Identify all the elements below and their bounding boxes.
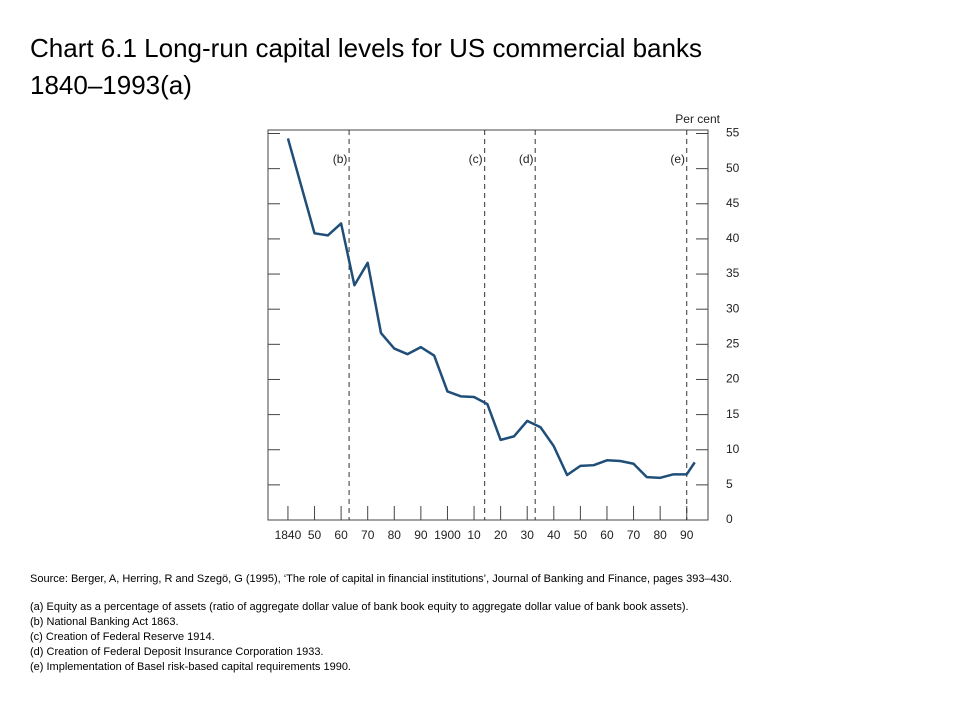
x-tick-label: 60 [334,528,348,542]
event-label: (d) [519,152,534,166]
notes: Source: Berger, A, Herring, R and Szegö,… [30,572,830,675]
chart-title: Chart 6.1 Long-run capital levels for US… [30,33,702,63]
y-tick-label: 20 [726,372,740,386]
y-tick-label: 30 [726,301,740,315]
x-tick-label: 80 [653,528,667,542]
note: Source: Berger, A, Herring, R and Szegö,… [30,573,732,585]
event-label: (b) [333,152,348,166]
x-tick-label: 90 [414,528,428,542]
x-tick-label: 90 [680,528,694,542]
y-tick-label: 45 [726,196,740,210]
y-tick-label: 40 [726,231,740,245]
x-tick-label: 30 [521,528,535,542]
x-tick-label: 50 [308,528,322,542]
y-tick-label: 15 [726,407,740,421]
x-tick-label: 60 [600,528,614,542]
chart: Chart 6.1 Long-run capital levels for US… [30,33,740,542]
x-tick-label: 50 [574,528,588,542]
y-tick-label: 25 [726,336,740,350]
note: (b) National Banking Act 1863. [30,616,179,628]
y-tick-label: 10 [726,442,740,456]
note: (a) Equity as a percentage of assets (ra… [30,601,689,613]
x-tick-label: 70 [627,528,641,542]
y-axis-label: Per cent [675,112,720,126]
y-tick-label: 35 [726,266,740,280]
event-label: (c) [469,152,483,166]
note: (d) Creation of Federal Deposit Insuranc… [30,646,324,658]
note: (c) Creation of Federal Reserve 1914. [30,631,215,643]
x-tick-label: 70 [361,528,375,542]
x-tick-label: 10 [467,528,481,542]
event-label: (e) [670,152,685,166]
note: (e) Implementation of Basel risk-based c… [30,661,351,673]
plot-frame [267,129,709,521]
chart-title: 1840–1993(a) [30,70,192,100]
y-tick-label: 50 [726,161,740,175]
y-tick-label: 55 [726,126,740,140]
x-tick-label: 80 [388,528,402,542]
data-line [286,138,696,480]
x-tick-label: 20 [494,528,508,542]
y-tick-label: 5 [726,477,733,491]
x-tick-label: 1900 [434,528,461,542]
x-tick-label: 1840 [275,528,302,542]
y-tick-label: 0 [726,512,733,526]
x-tick-label: 40 [547,528,561,542]
